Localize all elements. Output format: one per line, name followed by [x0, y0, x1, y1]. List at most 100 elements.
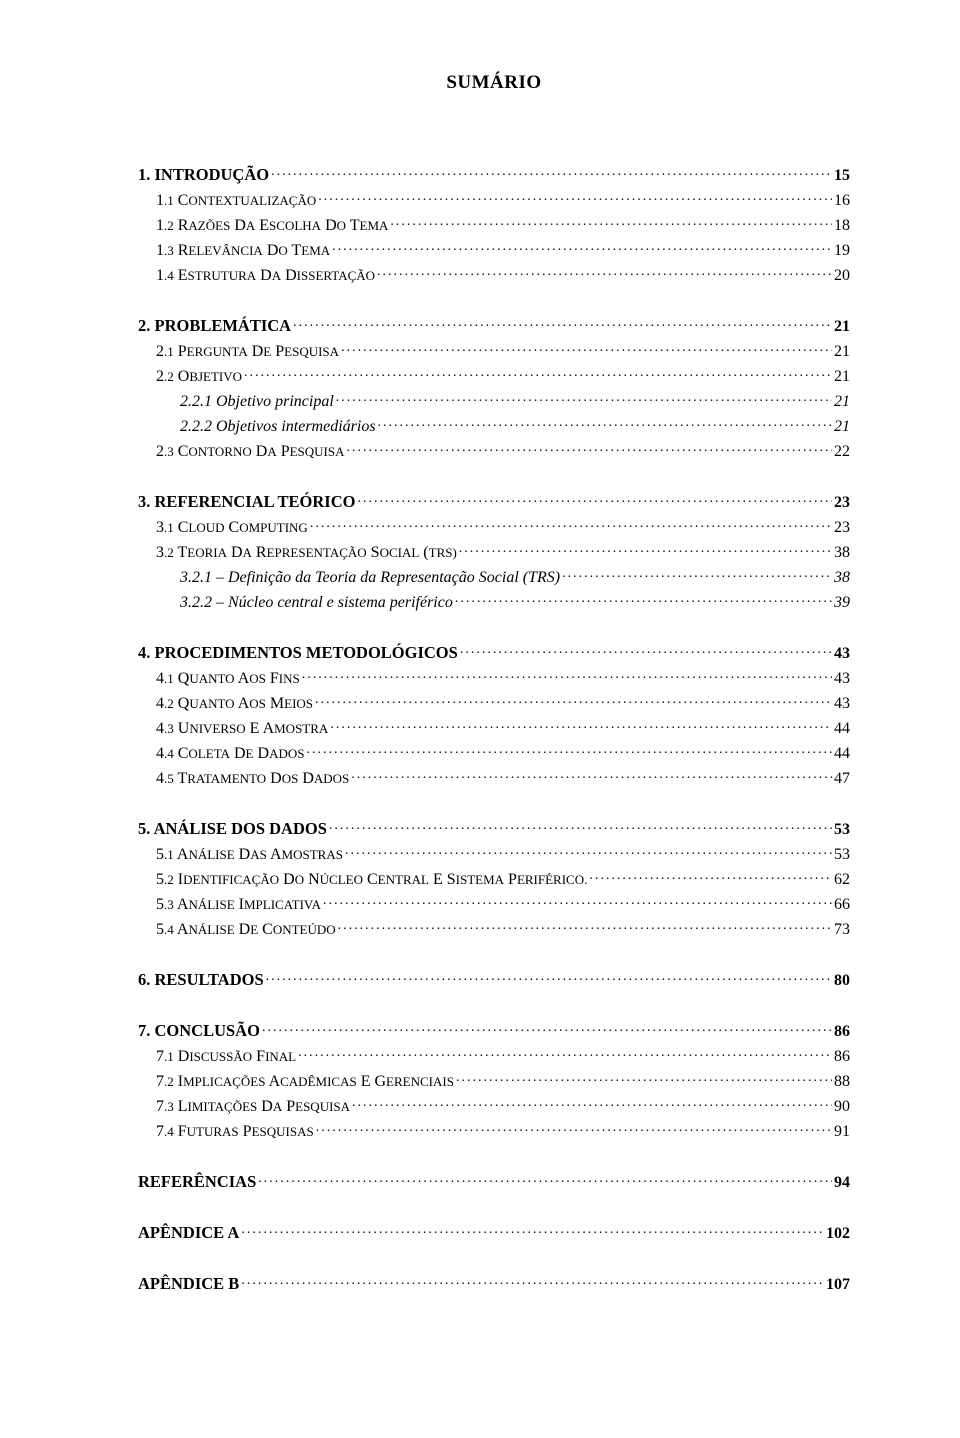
toc-entry-page: 86 [834, 1023, 850, 1041]
toc-entry: 7.1 DISCUSSÃO FINAL86 [138, 1045, 850, 1066]
toc-entry-label: APÊNDICE A [138, 1223, 239, 1243]
toc-entry: REFERÊNCIAS94 [138, 1171, 850, 1192]
toc-entry-page: 19 [834, 242, 850, 260]
toc-entry: 2.2.2 Objetivos intermediários 21 [138, 415, 850, 436]
toc-entry-label: 2.3 CONTORNO DA PESQUISA [156, 443, 345, 461]
toc-entry-label: 1.3 RELEVÂNCIA DO TEMA [156, 242, 330, 260]
dot-leader [390, 214, 832, 230]
toc-entry: 4.1 QUANTO AOS FINS43 [138, 667, 850, 688]
spacer [138, 990, 850, 1020]
toc-entry-page: 43 [834, 645, 850, 663]
toc-entry-label: 7.2 IMPLICAÇÕES ACADÊMICAS E GERENCIAIS [156, 1073, 454, 1091]
dot-leader [357, 491, 832, 507]
toc-entry: 2.2.1 Objetivo principal21 [138, 390, 850, 411]
toc-entry-page: 80 [834, 972, 850, 990]
toc-entry-label: 1.4 ESTRUTURA DA DISSERTAÇÃO [156, 267, 375, 285]
toc-entry-page: 20 [834, 267, 850, 285]
toc-entry: 5.3 ANÁLISE IMPLICATIVA66 [138, 893, 850, 914]
dot-leader [306, 742, 832, 758]
toc-entry: 2.1 PERGUNTA DE PESQUISA21 [138, 340, 850, 361]
toc-entry-label: 2.1 PERGUNTA DE PESQUISA [156, 343, 339, 361]
document-page: SUMÁRIO 1. INTRODUÇÃO151.1 CONTEXTUALIZA… [0, 0, 960, 1438]
toc-entry-page: 21 [834, 418, 850, 436]
toc-entry-page: 53 [834, 821, 850, 839]
toc-entry-label: 5. ANÁLISE DOS DADOS [138, 819, 327, 839]
toc-entry: 7.4 FUTURAS PESQUISAS 91 [138, 1120, 850, 1141]
spacer [138, 1243, 850, 1273]
dot-leader [315, 692, 832, 708]
toc-entry-label: 3.2.2 – Núcleo central e sistema perifér… [180, 594, 453, 612]
toc-entry-label: 5.4 ANÁLISE DE CONTEÚDO [156, 921, 336, 939]
toc-entry-page: 73 [834, 921, 850, 939]
toc-entry-label: 4.3 UNIVERSO E AMOSTRA [156, 720, 328, 738]
spacer [138, 1141, 850, 1171]
table-of-contents: 1. INTRODUÇÃO151.1 CONTEXTUALIZAÇÃO161.2… [138, 134, 850, 1294]
toc-entry-page: 43 [834, 670, 850, 688]
toc-entry: 3. REFERENCIAL TEÓRICO23 [138, 491, 850, 512]
toc-entry: 4.3 UNIVERSO E AMOSTRA 44 [138, 717, 850, 738]
toc-entry: 3.2.1 – Definição da Teoria da Represent… [138, 566, 850, 587]
toc-entry-label: APÊNDICE B [138, 1274, 239, 1294]
toc-entry-label: REFERÊNCIAS [138, 1172, 256, 1192]
toc-entry-page: 88 [834, 1073, 850, 1091]
toc-entry: 5.1 ANÁLISE DAS AMOSTRAS53 [138, 843, 850, 864]
toc-entry-page: 18 [834, 217, 850, 235]
toc-entry: 2.2 OBJETIVO21 [138, 365, 850, 386]
spacer [138, 788, 850, 818]
toc-entry-label: 3.2 TEORIA DA REPRESENTAÇÃO SOCIAL (TRS) [156, 544, 457, 562]
toc-entry: 2. PROBLEMÁTICA21 [138, 315, 850, 336]
toc-entry-page: 44 [834, 720, 850, 738]
toc-entry: 5.2 IDENTIFICAÇÃO DO NÚCLEO CENTRAL E SI… [138, 868, 850, 889]
toc-entry-page: 38 [834, 544, 850, 562]
dot-leader [316, 1120, 832, 1136]
toc-entry-page: 43 [834, 695, 850, 713]
toc-entry-page: 86 [834, 1048, 850, 1066]
toc-entry-label: 4. PROCEDIMENTOS METODOLÓGICOS [138, 643, 458, 663]
dot-leader [589, 868, 832, 884]
spacer [138, 285, 850, 315]
dot-leader [347, 440, 832, 456]
toc-entry: 1. INTRODUÇÃO 15 [138, 164, 850, 185]
spacer [138, 1192, 850, 1222]
toc-entry: 2.3 CONTORNO DA PESQUISA22 [138, 440, 850, 461]
dot-leader [323, 893, 832, 909]
dot-leader [271, 164, 832, 180]
toc-entry-label: 4.2 QUANTO AOS MEIOS [156, 695, 313, 713]
dot-leader [455, 591, 832, 607]
toc-entry-label: 7.4 FUTURAS PESQUISAS [156, 1123, 314, 1141]
spacer [138, 612, 850, 642]
dot-leader [330, 717, 832, 733]
toc-entry: 5. ANÁLISE DOS DADOS 53 [138, 818, 850, 839]
dot-leader [459, 541, 832, 557]
toc-entry-page: 91 [834, 1123, 850, 1141]
dot-leader [241, 1222, 824, 1238]
spacer [138, 939, 850, 969]
toc-entry-label: 4.4 COLETA DE DADOS [156, 745, 304, 763]
toc-entry-label: 7.3 LIMITAÇÕES DA PESQUISA [156, 1098, 350, 1116]
dot-leader [262, 1020, 832, 1036]
toc-entry-page: 39 [834, 594, 850, 612]
toc-entry-label: 2. PROBLEMÁTICA [138, 316, 291, 336]
dot-leader [332, 239, 832, 255]
toc-entry-page: 15 [834, 167, 850, 185]
toc-entry: 3.2.2 – Núcleo central e sistema perifér… [138, 591, 850, 612]
dot-leader [293, 315, 832, 331]
spacer [138, 134, 850, 164]
dot-leader [460, 642, 832, 658]
toc-entry-label: 2.2.2 Objetivos intermediários [180, 418, 376, 436]
dot-leader [345, 843, 832, 859]
dot-leader [266, 969, 832, 985]
dot-leader [351, 767, 832, 783]
toc-entry-label: 7. CONCLUSÃO [138, 1021, 260, 1041]
toc-entry: 4.2 QUANTO AOS MEIOS 43 [138, 692, 850, 713]
toc-entry: 7.2 IMPLICAÇÕES ACADÊMICAS E GERENCIAIS 8… [138, 1070, 850, 1091]
dot-leader [341, 340, 832, 356]
dot-leader [562, 566, 832, 582]
toc-entry-label: 5.1 ANÁLISE DAS AMOSTRAS [156, 846, 343, 864]
toc-entry-page: 21 [834, 393, 850, 411]
toc-entry: 7.3 LIMITAÇÕES DA PESQUISA90 [138, 1095, 850, 1116]
toc-entry: 3.1 CLOUD COMPUTING23 [138, 516, 850, 537]
dot-leader [302, 667, 832, 683]
toc-entry-label: 1. INTRODUÇÃO [138, 165, 269, 185]
toc-entry: 5.4 ANÁLISE DE CONTEÚDO 73 [138, 918, 850, 939]
